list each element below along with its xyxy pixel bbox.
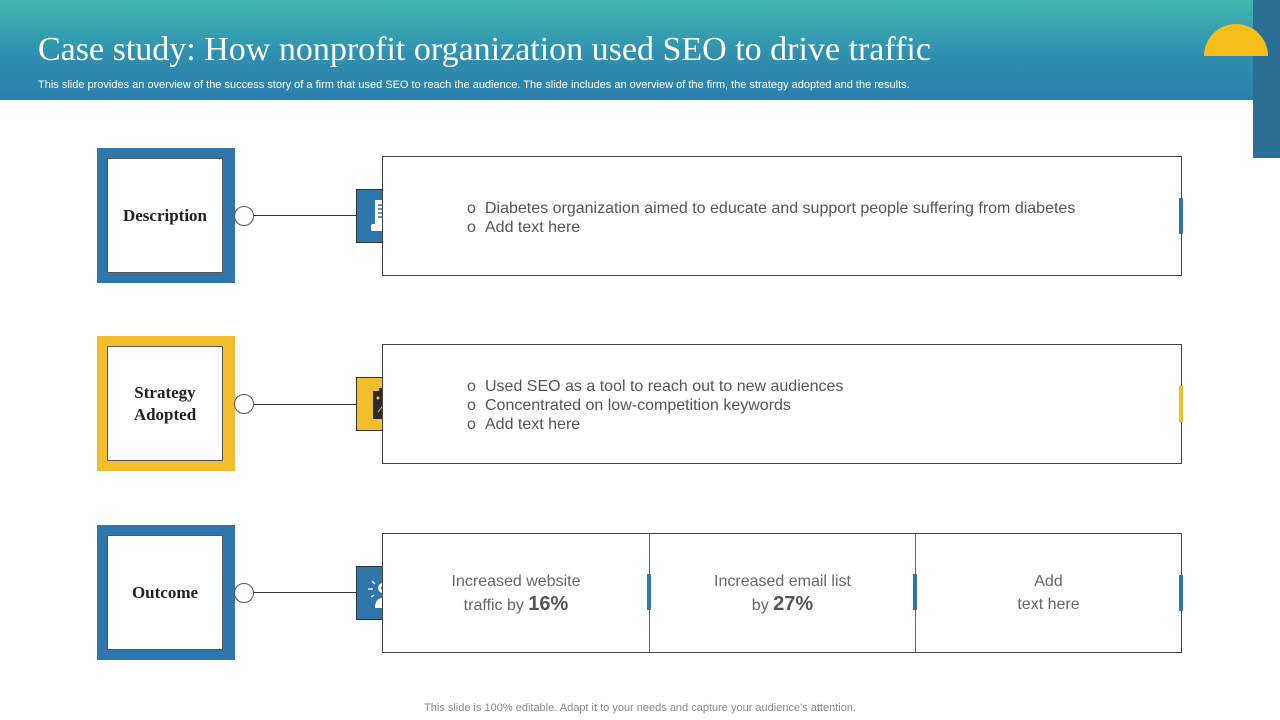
cell-line: Increased website [451, 572, 581, 590]
cell-value: 16% [528, 592, 569, 615]
outcome-cell-website-traffic: Increased website traffic by 16% [383, 534, 649, 652]
outcome-cell-email-list: Increased email list by 27% [650, 534, 915, 652]
strategy-bullet-list: Used SEO as a tool to reach out to new a… [467, 377, 843, 434]
cell-line: by [751, 596, 769, 614]
strategy-label-frame: Strategy Adopted [97, 336, 235, 471]
connector-line [254, 592, 357, 593]
outcome-cell-placeholder: Add text here [916, 534, 1181, 652]
box-accent-mark [1179, 575, 1183, 611]
box-accent-mark [1179, 198, 1183, 234]
description-bullet-list: Diabetes organization aimed to educate a… [467, 199, 1075, 237]
page-title: Case study: How nonprofit organization u… [38, 31, 931, 68]
description-content-box: Diabetes organization aimed to educate a… [382, 156, 1183, 276]
bullet-item: Diabetes organization aimed to educate a… [467, 199, 1075, 218]
footer-note: This slide is 100% editable. Adapt it to… [424, 702, 856, 714]
strategy-label: Strategy Adopted [107, 346, 223, 461]
box-accent-mark [1179, 386, 1183, 422]
description-label: Description [107, 158, 223, 273]
strategy-label-line2: Adopted [133, 404, 197, 424]
bullet-item: Concentrated on low-competition keywords [467, 396, 843, 415]
header-banner: Case study: How nonprofit organization u… [0, 0, 1253, 100]
bullet-item: Add text here [467, 218, 1075, 237]
strategy-label-line1: Strategy [134, 382, 196, 402]
divider-accent-mark [647, 574, 651, 610]
connector-node [234, 206, 254, 226]
page-subtitle: This slide provides an overview of the s… [38, 79, 910, 91]
bullet-item: Add text here [467, 415, 843, 434]
cell-value: 27% [773, 592, 814, 615]
description-label-frame: Description [97, 148, 235, 283]
connector-node [234, 583, 254, 603]
cell-line: Increased email list [714, 572, 851, 590]
cell-line: text here [1017, 596, 1080, 613]
cell-line: traffic by [463, 596, 524, 614]
outcome-label-frame: Outcome [97, 525, 235, 660]
divider-accent-mark [913, 574, 917, 610]
connector-node [234, 394, 254, 414]
cell-line: Add [1034, 573, 1063, 590]
connector-line [254, 215, 357, 216]
side-accent-strip [1253, 0, 1280, 158]
strategy-content-box: Used SEO as a tool to reach out to new a… [382, 344, 1183, 464]
outcome-label: Outcome [107, 535, 223, 650]
bullet-item: Used SEO as a tool to reach out to new a… [467, 377, 843, 396]
outcome-content-box: Increased website traffic by 16% Increase… [382, 533, 1183, 653]
connector-line [254, 404, 357, 405]
